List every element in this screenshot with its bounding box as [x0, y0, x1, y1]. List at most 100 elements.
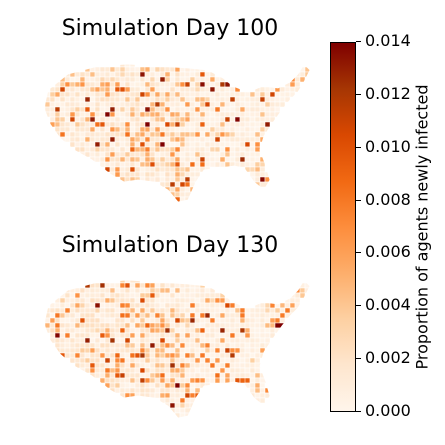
county-cell — [149, 322, 156, 329]
county-cell — [54, 337, 61, 344]
county-cell — [239, 111, 246, 118]
county-cell — [164, 377, 171, 384]
county-cell — [134, 156, 141, 163]
county-cell — [179, 141, 186, 148]
county-cell — [104, 297, 111, 304]
county-cell — [174, 342, 181, 349]
county-cell — [129, 156, 136, 163]
county-cell — [89, 131, 96, 138]
county-cell — [189, 357, 196, 364]
county-cell — [74, 101, 81, 108]
county-cell — [134, 106, 141, 113]
county-cell — [144, 161, 151, 168]
county-cell — [294, 86, 306, 93]
county-cell — [264, 96, 271, 103]
county-cell — [144, 332, 151, 339]
county-cell — [124, 121, 131, 128]
county-cell — [109, 116, 116, 123]
county-cell — [99, 347, 106, 354]
county-cell — [139, 322, 146, 329]
county-cell — [234, 372, 241, 379]
county-cell — [94, 136, 101, 143]
county-cell — [194, 161, 201, 168]
county-cell — [94, 342, 101, 349]
county-cell — [284, 91, 291, 98]
county-cell — [204, 377, 211, 384]
county-cell — [124, 111, 131, 118]
county-cell — [144, 171, 151, 178]
county-cell — [64, 312, 71, 319]
county-cell — [69, 116, 76, 123]
county-cell — [114, 136, 121, 143]
county-cell — [94, 322, 101, 329]
county-cell — [164, 146, 171, 153]
county-cell — [74, 342, 81, 349]
county-cell — [124, 171, 131, 178]
county-cell — [204, 126, 211, 133]
county-cell — [214, 131, 221, 138]
county-cell — [154, 81, 161, 88]
county-cell — [79, 307, 86, 314]
county-cell — [214, 156, 221, 163]
county-cell — [164, 282, 171, 289]
county-cell — [144, 101, 151, 108]
county-cell — [209, 337, 216, 344]
county-cell — [104, 106, 111, 113]
county-cell — [164, 121, 171, 128]
county-cell — [129, 71, 136, 78]
county-cell — [259, 307, 266, 314]
county-cell — [179, 342, 186, 349]
county-cell — [159, 151, 166, 158]
county-cell — [199, 367, 206, 374]
county-cell — [184, 81, 191, 88]
county-cell — [154, 327, 161, 334]
county-cell — [84, 141, 91, 148]
county-cell — [229, 322, 236, 329]
county-cell — [209, 141, 216, 148]
county-cell — [114, 362, 121, 369]
county-cell — [234, 312, 241, 319]
county-cell — [144, 151, 151, 158]
county-cell — [219, 161, 226, 168]
county-cell — [149, 136, 156, 143]
county-cell — [254, 377, 261, 384]
county-cell — [134, 317, 141, 324]
county-cell — [164, 287, 171, 294]
county-cell — [259, 397, 266, 404]
county-cell — [139, 86, 146, 93]
county-cell — [54, 317, 61, 324]
county-cell — [214, 81, 221, 88]
county-cell — [179, 171, 186, 178]
county-cell — [119, 342, 126, 349]
county-cell — [219, 131, 226, 138]
county-cell — [109, 297, 116, 304]
county-cell — [179, 402, 186, 409]
county-cell — [149, 282, 156, 289]
county-cell — [169, 176, 176, 183]
county-cell — [114, 382, 121, 389]
county-cell — [129, 302, 136, 309]
county-cell — [109, 337, 116, 344]
county-cell — [129, 96, 136, 103]
county-cell — [174, 377, 181, 384]
county-cell — [154, 382, 161, 389]
county-cell — [69, 322, 76, 329]
county-cell — [124, 91, 131, 98]
county-cell — [84, 317, 91, 324]
county-cell — [64, 81, 71, 88]
county-cell — [214, 347, 221, 354]
county-cell — [89, 312, 96, 319]
county-cell — [259, 382, 266, 389]
county-cell — [204, 111, 211, 118]
county-cell — [274, 106, 281, 113]
county-cell — [209, 91, 216, 98]
county-cell — [74, 302, 81, 309]
colorbar-tick-label: 0.014 — [365, 31, 411, 50]
colorbar-tick-mark — [356, 93, 361, 95]
county-cell — [99, 121, 106, 128]
county-cell — [254, 322, 261, 329]
county-cell — [154, 317, 161, 324]
county-cell — [244, 352, 251, 359]
county-cell — [84, 116, 91, 123]
county-cell — [69, 307, 76, 314]
